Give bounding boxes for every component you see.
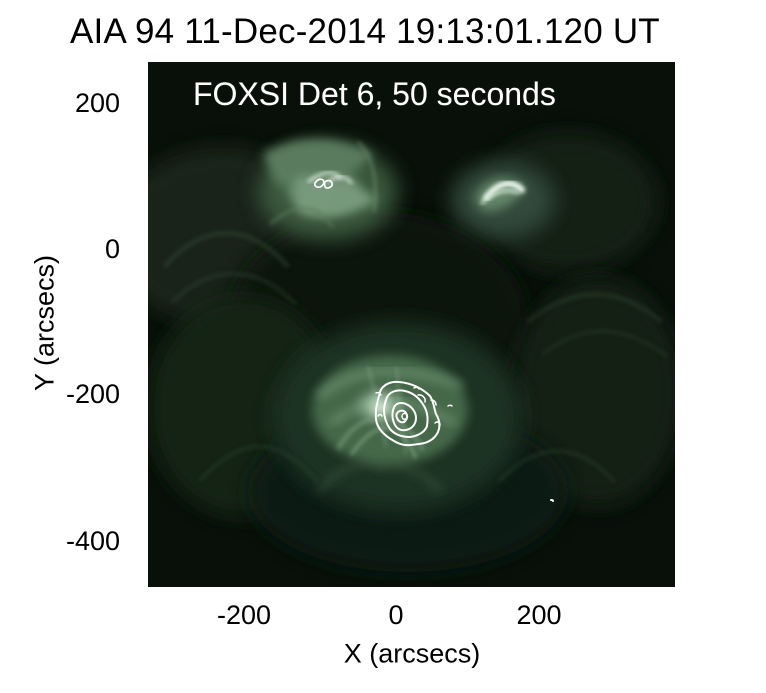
x-tick-200: 200: [516, 600, 562, 630]
y-axis-label: Y (arcsecs): [29, 254, 60, 392]
active-region-south: [273, 322, 523, 512]
active-region-north-east: [451, 162, 555, 238]
y-tick-200: 200: [74, 88, 120, 118]
y-tick-minus-200: -200: [65, 379, 120, 409]
figure-title: AIA 94 11-Dec-2014 19:13:01.120 UT: [70, 12, 660, 51]
solar-image: FOXSI Det 6, 50 seconds: [148, 62, 675, 587]
x-tick-0: 0: [388, 600, 404, 630]
faint-loops: [162, 231, 669, 484]
foxsi-contours: [314, 178, 554, 502]
y-tick-0: 0: [104, 234, 120, 264]
active-region-north-west: [258, 139, 398, 240]
solar-image-canvas: [148, 62, 675, 587]
x-axis-label: X (arcsecs): [343, 638, 481, 669]
x-tick-minus-200: -200: [216, 600, 272, 630]
y-tick-minus-400: -400: [65, 526, 120, 556]
overlay-label: FOXSI Det 6, 50 seconds: [193, 76, 556, 112]
